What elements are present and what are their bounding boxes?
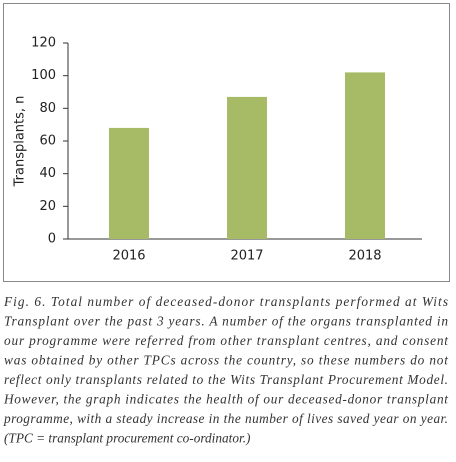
bar (345, 72, 385, 240)
caption-line: reflect only transplants related to the … (4, 372, 448, 387)
caption-line: our programme were referred from other t… (4, 333, 448, 348)
y-tick-label: 20 (39, 199, 56, 214)
y-tick-label: 40 (39, 166, 56, 181)
x-tick-label: 2017 (230, 249, 263, 264)
y-tick-label: 120 (31, 36, 56, 51)
caption-line: (TPC = transplant procurement co-ordinat… (4, 431, 251, 446)
x-tick-label: 2016 (112, 249, 145, 264)
caption-line: programme, with a steady increase in the… (3, 411, 448, 426)
y-tick-label: 60 (39, 134, 56, 149)
caption-line: Transplant over the past 3 years. A numb… (4, 314, 448, 329)
caption-line: was obtained by other TPCs across the co… (4, 353, 448, 368)
y-axis-label: Transplants, n (13, 96, 28, 188)
y-tick-label: 100 (31, 68, 56, 83)
bar (109, 127, 149, 239)
caption-line: Fig. 6. Total number of deceased-donor t… (3, 294, 448, 309)
x-tick-label: 2018 (348, 249, 381, 264)
caption-line: However, the graph indicates the health … (3, 392, 448, 407)
bar (227, 96, 267, 240)
chart-frame (3, 3, 450, 282)
y-tick-label: 80 (39, 101, 56, 116)
y-tick-label: 0 (48, 232, 56, 247)
